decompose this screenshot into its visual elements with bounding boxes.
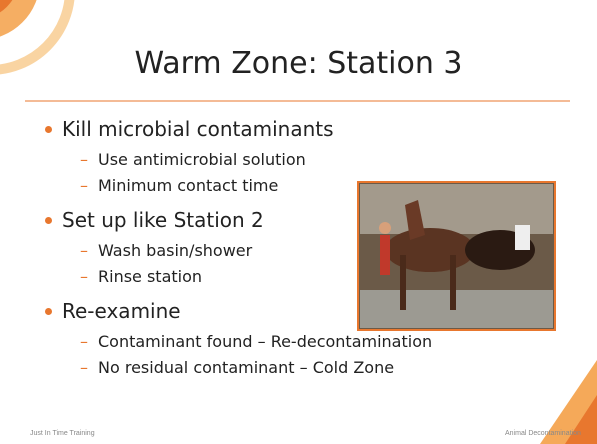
sub-bullet-dash: – xyxy=(80,150,88,169)
slide: Warm Zone: Station 3 Kill microbial cont… xyxy=(0,0,597,444)
sub-bullet-dash: – xyxy=(80,176,88,195)
sub-bullet-text: Use antimicrobial solution xyxy=(98,150,306,169)
bullet-text: Kill microbial contaminants xyxy=(62,117,334,141)
sub-bullet-text: No residual contaminant – Cold Zone xyxy=(98,358,394,377)
photo xyxy=(358,182,555,330)
bullet-dot xyxy=(45,217,52,224)
sub-bullet-text: Rinse station xyxy=(98,267,202,286)
slide-title: Warm Zone: Station 3 xyxy=(0,46,597,81)
sub-bullet-dash: – xyxy=(80,241,88,260)
sub-bullet-text: Contaminant found – Re-decontamination xyxy=(98,332,432,351)
sub-bullet-text: Wash basin/shower xyxy=(98,241,252,260)
sub-bullet-dash: – xyxy=(80,332,88,351)
bullet-text: Set up like Station 2 xyxy=(62,208,264,232)
sub-bullet-text: Minimum contact time xyxy=(98,176,278,195)
sub-bullet-dash: – xyxy=(80,358,88,377)
bullet-dot xyxy=(45,308,52,315)
sub-bullet-dash: – xyxy=(80,267,88,286)
footer-left: Just In Time Training xyxy=(30,430,95,437)
bullet-dot xyxy=(45,126,52,133)
footer-right: Animal Decontamination xyxy=(505,430,581,437)
bullet-text: Re-examine xyxy=(62,299,181,323)
